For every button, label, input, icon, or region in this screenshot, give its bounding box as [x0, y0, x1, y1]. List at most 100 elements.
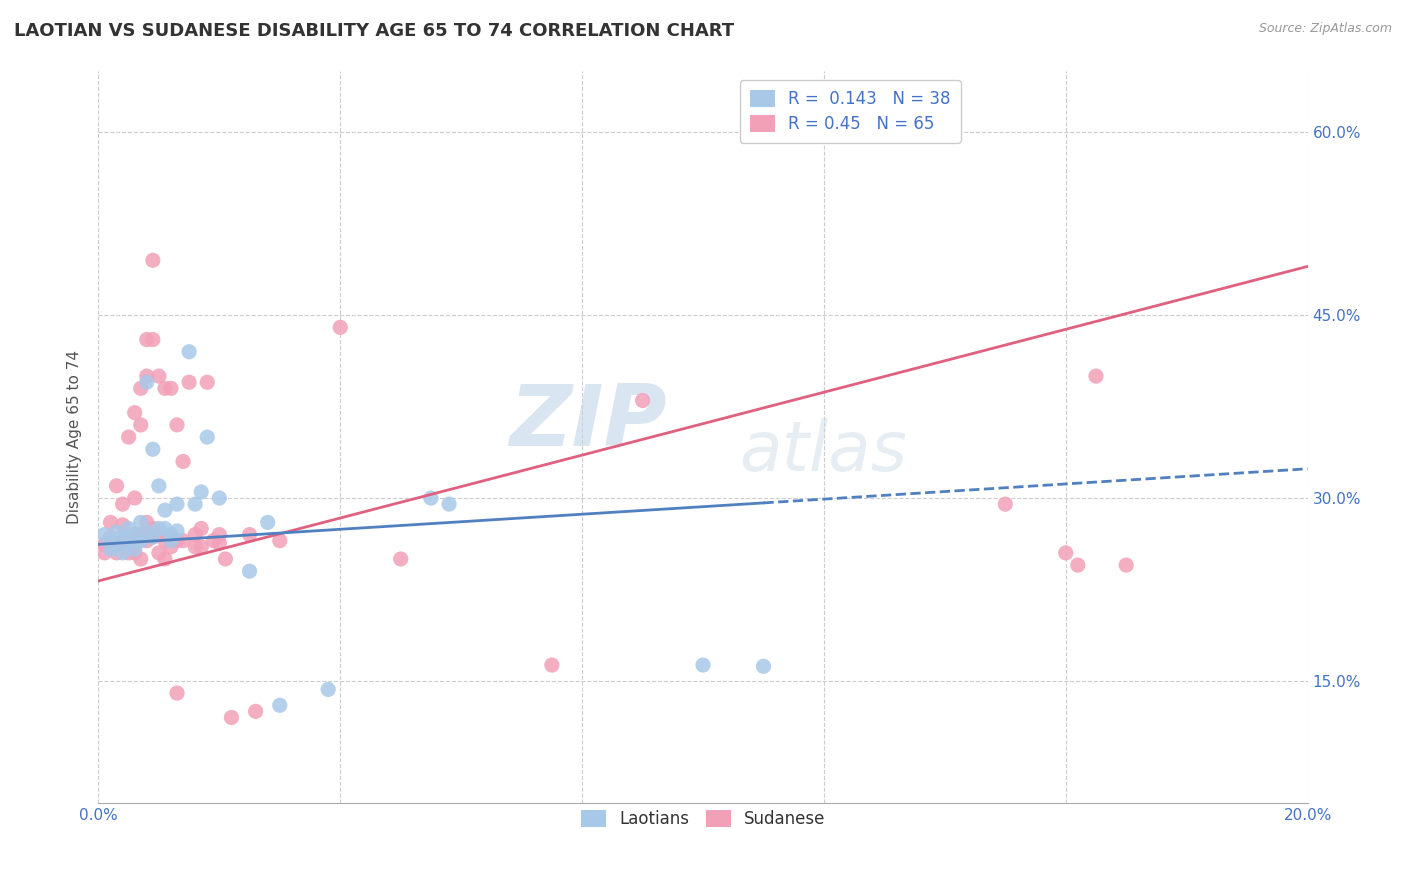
Point	[93, 537, 115, 551]
Point	[160, 533, 183, 548]
Text: LAOTIAN VS SUDANESE DISABILITY AGE 65 TO 74 CORRELATION CHART: LAOTIAN VS SUDANESE DISABILITY AGE 65 TO…	[14, 22, 734, 40]
Point	[208, 491, 231, 505]
Point	[153, 503, 176, 517]
Point	[172, 533, 194, 548]
Point	[221, 710, 243, 724]
Point	[329, 320, 352, 334]
Point	[118, 430, 141, 444]
Legend: R =  0.143   N = 38, R = 0.45   N = 65: R = 0.143 N = 38, R = 0.45 N = 65	[740, 79, 960, 143]
Point	[239, 564, 262, 578]
Point	[129, 552, 152, 566]
Point	[190, 540, 212, 554]
Point	[135, 533, 157, 548]
Point	[118, 546, 141, 560]
Point	[994, 497, 1017, 511]
Point	[160, 527, 183, 541]
Point	[190, 485, 212, 500]
Point	[160, 540, 183, 554]
Point	[166, 533, 188, 548]
Point	[105, 479, 128, 493]
Point	[420, 491, 443, 505]
Point	[142, 442, 165, 457]
Point	[142, 521, 165, 535]
Text: Source: ZipAtlas.com: Source: ZipAtlas.com	[1258, 22, 1392, 36]
Point	[692, 658, 714, 673]
Point	[142, 530, 165, 544]
Point	[184, 540, 207, 554]
Point	[1085, 369, 1108, 384]
Point	[142, 530, 165, 544]
Point	[105, 540, 128, 554]
Point	[118, 521, 141, 535]
Point	[105, 525, 128, 540]
Point	[437, 497, 460, 511]
Point	[124, 491, 146, 505]
Point	[135, 525, 157, 540]
Point	[389, 552, 412, 566]
Point	[148, 521, 170, 535]
Point	[172, 454, 194, 468]
Point	[190, 521, 212, 535]
Point	[105, 546, 128, 560]
Point	[153, 552, 176, 566]
Point	[148, 369, 170, 384]
Text: ZIP: ZIP	[509, 381, 666, 464]
Point	[208, 527, 231, 541]
Point	[100, 530, 122, 544]
Point	[208, 536, 231, 550]
Point	[111, 497, 134, 511]
Point	[124, 406, 146, 420]
Point	[124, 527, 146, 541]
Point	[135, 369, 157, 384]
Point	[148, 546, 170, 560]
Point	[111, 530, 134, 544]
Point	[135, 375, 157, 389]
Point	[111, 530, 134, 544]
Point	[135, 333, 157, 347]
Point	[256, 516, 278, 530]
Point	[166, 417, 188, 432]
Point	[105, 536, 128, 550]
Point	[752, 659, 775, 673]
Point	[184, 527, 207, 541]
Point	[135, 516, 157, 530]
Point	[129, 417, 152, 432]
Point	[111, 546, 134, 560]
Point	[166, 524, 188, 538]
Point	[118, 536, 141, 550]
Point	[111, 517, 134, 532]
Point	[214, 552, 236, 566]
Point	[166, 497, 188, 511]
Point	[124, 546, 146, 560]
Point	[202, 533, 225, 548]
Point	[239, 527, 262, 541]
Point	[1067, 558, 1090, 573]
Point	[100, 516, 122, 530]
Point	[100, 533, 122, 548]
Point	[153, 533, 176, 548]
Point	[540, 658, 562, 673]
Point	[269, 698, 291, 713]
Point	[118, 533, 141, 548]
Point	[153, 521, 176, 535]
Point	[245, 705, 267, 719]
Point	[179, 344, 201, 359]
Text: atlas: atlas	[740, 418, 907, 485]
Point	[269, 533, 291, 548]
Point	[179, 375, 201, 389]
Point	[129, 381, 152, 395]
Point	[160, 381, 183, 395]
Legend: Laotians, Sudanese: Laotians, Sudanese	[574, 803, 832, 835]
Point	[148, 527, 170, 541]
Point	[1115, 558, 1137, 573]
Point	[631, 393, 654, 408]
Point	[195, 375, 218, 389]
Point	[124, 542, 146, 557]
Point	[129, 516, 152, 530]
Point	[93, 546, 115, 560]
Point	[100, 542, 122, 557]
Point	[166, 686, 188, 700]
Point	[142, 333, 165, 347]
Point	[195, 430, 218, 444]
Point	[1054, 546, 1077, 560]
